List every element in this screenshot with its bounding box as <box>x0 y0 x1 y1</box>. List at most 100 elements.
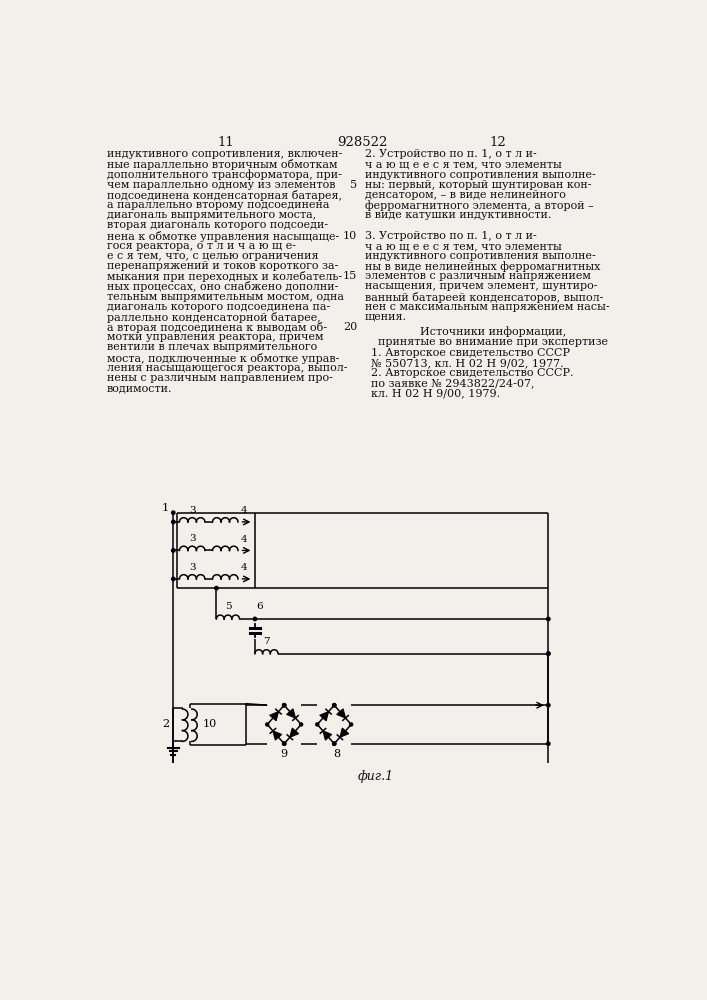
Text: 5: 5 <box>225 602 231 611</box>
Text: ные параллельно вторичным обмоткам: ные параллельно вторичным обмоткам <box>107 159 337 170</box>
Text: индуктивного сопротивления, включен-: индуктивного сопротивления, включен- <box>107 149 342 159</box>
Text: вторая диагональ которого подсоеди-: вторая диагональ которого подсоеди- <box>107 220 328 230</box>
Polygon shape <box>290 728 298 737</box>
Circle shape <box>350 723 353 726</box>
Text: ны в виде нелинейных ферромагнитных: ны в виде нелинейных ферромагнитных <box>365 261 600 272</box>
Polygon shape <box>323 731 332 740</box>
Circle shape <box>333 742 336 745</box>
Text: денсатором, – в виде нелинейного: денсатором, – в виде нелинейного <box>365 190 566 200</box>
Text: 1: 1 <box>162 503 169 513</box>
Text: 9: 9 <box>281 749 288 759</box>
Text: ванный батареей конденсаторов, выпол-: ванный батареей конденсаторов, выпол- <box>365 292 603 303</box>
Circle shape <box>547 617 550 621</box>
Circle shape <box>332 704 336 707</box>
Text: дополнительного трансформатора, при-: дополнительного трансформатора, при- <box>107 170 342 180</box>
Text: чем параллельно одному из элементов: чем параллельно одному из элементов <box>107 180 336 190</box>
Text: индуктивного сопротивления выполне-: индуктивного сопротивления выполне- <box>365 251 596 261</box>
Text: ч а ю щ е е с я тем, что элементы: ч а ю щ е е с я тем, что элементы <box>365 241 562 251</box>
Text: тельным выпрямительным мостом, одна: тельным выпрямительным мостом, одна <box>107 292 344 302</box>
Text: 1. Авторское свидетельство СССР: 1. Авторское свидетельство СССР <box>371 348 570 358</box>
Text: 5: 5 <box>350 180 357 190</box>
Text: нена к обмотке управления насыщаще-: нена к обмотке управления насыщаще- <box>107 231 339 242</box>
Text: 3: 3 <box>189 534 195 543</box>
Text: № 550713, кл. Н 02 Н 9/02, 1977.: № 550713, кл. Н 02 Н 9/02, 1977. <box>371 358 563 368</box>
Text: 4: 4 <box>240 563 247 572</box>
Circle shape <box>283 704 286 707</box>
Text: 4: 4 <box>240 535 247 544</box>
Text: а вторая подсоединена к выводам об-: а вторая подсоединена к выводам об- <box>107 322 327 333</box>
Text: перенапряжений и токов короткого за-: перенапряжений и токов короткого за- <box>107 261 339 271</box>
Text: 8: 8 <box>333 749 340 759</box>
Circle shape <box>172 520 175 524</box>
Text: ны: первый, который шунтирован кон-: ны: первый, который шунтирован кон- <box>365 180 592 190</box>
Text: ления насыщающегося реактора, выпол-: ления насыщающегося реактора, выпол- <box>107 363 348 373</box>
Text: раллельно конденсаторной батарее,: раллельно конденсаторной батарее, <box>107 312 321 323</box>
Circle shape <box>253 617 257 621</box>
Text: в виде катушки индуктивности.: в виде катушки индуктивности. <box>365 210 551 220</box>
Text: 12: 12 <box>490 136 507 149</box>
Circle shape <box>316 723 319 726</box>
Text: 7: 7 <box>263 637 270 646</box>
Text: моста, подключенные к обмотке управ-: моста, подключенные к обмотке управ- <box>107 353 339 364</box>
Circle shape <box>215 586 218 590</box>
Text: нены с различным направлением про-: нены с различным направлением про- <box>107 373 333 383</box>
Text: 3. Устройство по п. 1, о т л и-: 3. Устройство по п. 1, о т л и- <box>365 231 537 241</box>
Text: Источники информации,: Источники информации, <box>420 327 566 337</box>
Polygon shape <box>286 709 296 718</box>
Text: ных процессах, оно снабжено дополни-: ных процессах, оно снабжено дополни- <box>107 281 339 292</box>
Text: 3: 3 <box>189 563 195 572</box>
Circle shape <box>172 577 175 581</box>
Text: диагональ выпрямительного моста,: диагональ выпрямительного моста, <box>107 210 316 220</box>
Text: мыкания при переходных и колебатель-: мыкания при переходных и колебатель- <box>107 271 342 282</box>
Text: вентили в плечах выпрямительного: вентили в плечах выпрямительного <box>107 342 317 352</box>
Text: принятые во внимание при экспертизе: принятые во внимание при экспертизе <box>378 337 608 347</box>
Circle shape <box>332 742 336 745</box>
Text: водимости.: водимости. <box>107 383 173 393</box>
Text: индуктивного сопротивления выполне-: индуктивного сопротивления выполне- <box>365 170 596 180</box>
Text: диагональ которого подсоединена па-: диагональ которого подсоединена па- <box>107 302 330 312</box>
Text: 928522: 928522 <box>337 136 387 149</box>
Circle shape <box>333 704 336 707</box>
Text: мотки управления реактора, причем: мотки управления реактора, причем <box>107 332 324 342</box>
Circle shape <box>172 511 175 514</box>
Text: 10: 10 <box>343 231 357 241</box>
Polygon shape <box>270 712 279 721</box>
Text: 3: 3 <box>189 506 195 515</box>
Circle shape <box>547 652 550 655</box>
Text: элементов с различным напряжением: элементов с различным напряжением <box>365 271 591 281</box>
Text: 11: 11 <box>217 136 234 149</box>
Circle shape <box>547 742 550 745</box>
Text: ч а ю щ е е с я тем, что элементы: ч а ю щ е е с я тем, что элементы <box>365 159 562 169</box>
Text: 4: 4 <box>240 506 247 515</box>
Text: 2. Устройство по п. 1, о т л и-: 2. Устройство по п. 1, о т л и- <box>365 149 537 159</box>
Text: насыщения, причем элемент, шунтиро-: насыщения, причем элемент, шунтиро- <box>365 281 597 291</box>
Circle shape <box>172 549 175 552</box>
Text: ферромагнитного элемента, а второй –: ферромагнитного элемента, а второй – <box>365 200 594 211</box>
Text: 6: 6 <box>257 602 263 611</box>
Polygon shape <box>320 712 329 721</box>
Polygon shape <box>273 731 281 740</box>
Polygon shape <box>340 728 349 737</box>
Text: е с я тем, что, с целью ограничения: е с я тем, что, с целью ограничения <box>107 251 319 261</box>
Text: щения.: щения. <box>365 312 407 322</box>
Text: а параллельно второму подсоединена: а параллельно второму подсоединена <box>107 200 329 210</box>
Text: по заявке № 2943822/24-07,: по заявке № 2943822/24-07, <box>371 378 534 388</box>
Circle shape <box>283 704 286 707</box>
Text: подсоединена конденсаторная батарея,: подсоединена конденсаторная батарея, <box>107 190 342 201</box>
Text: 15: 15 <box>343 271 357 281</box>
Text: 10: 10 <box>203 719 217 729</box>
Polygon shape <box>337 709 346 718</box>
Circle shape <box>547 652 550 655</box>
Text: нен с максимальным напряжением насы-: нен с максимальным напряжением насы- <box>365 302 609 312</box>
Circle shape <box>547 704 550 707</box>
Circle shape <box>266 723 269 726</box>
Text: 2: 2 <box>163 719 170 729</box>
Circle shape <box>283 742 286 745</box>
Circle shape <box>300 723 303 726</box>
Text: кл. Н 02 Н 9/00, 1979.: кл. Н 02 Н 9/00, 1979. <box>371 388 501 398</box>
Text: 20: 20 <box>343 322 357 332</box>
Text: гося реактора, о т л и ч а ю щ е-: гося реактора, о т л и ч а ю щ е- <box>107 241 296 251</box>
Circle shape <box>283 742 286 745</box>
Text: 2. Авторское свидетельство СССР.: 2. Авторское свидетельство СССР. <box>371 368 573 378</box>
Text: фиг.1: фиг.1 <box>358 770 395 783</box>
